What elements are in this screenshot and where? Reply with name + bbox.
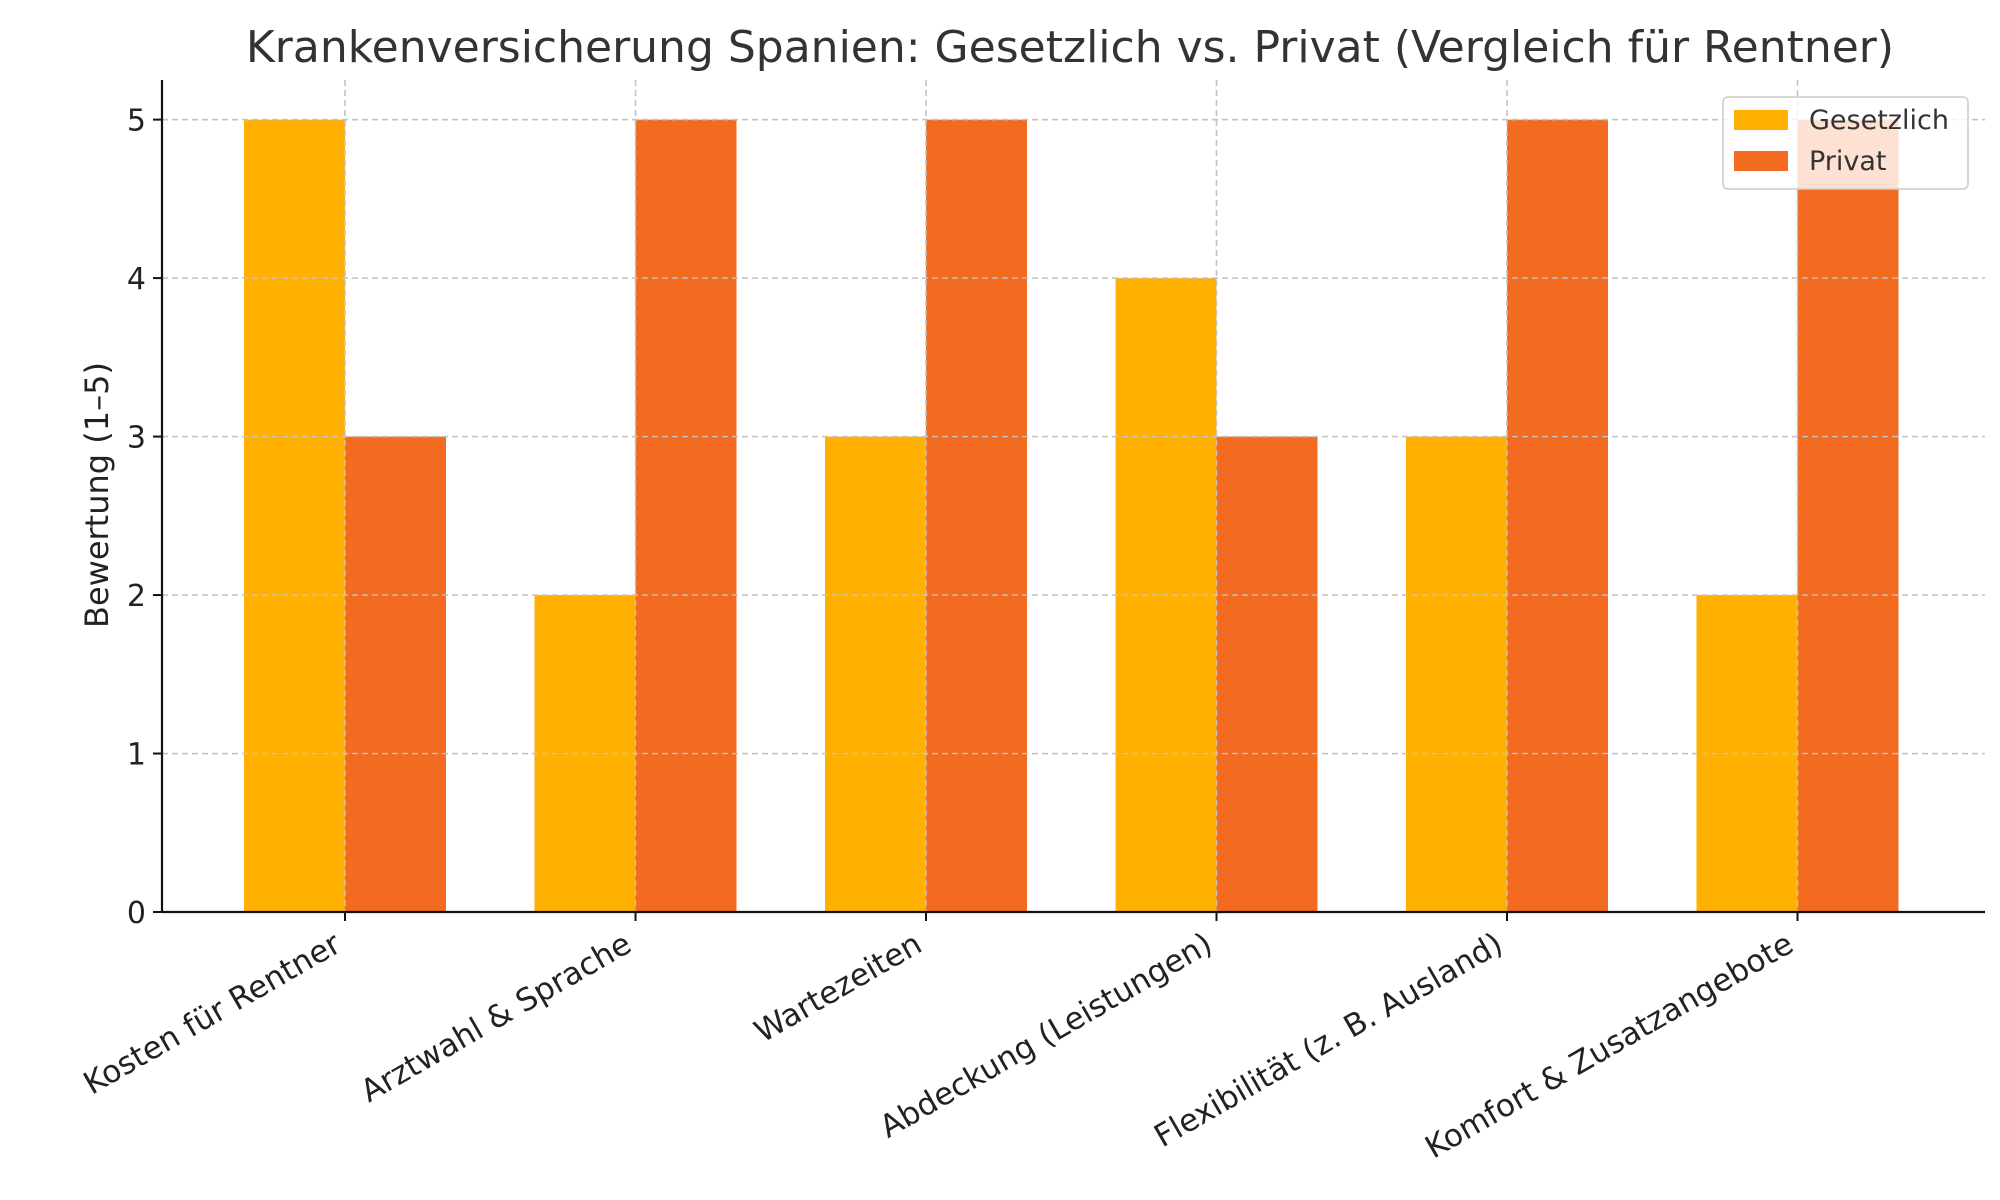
bar-privat-1	[635, 119, 737, 913]
x-tick-labels: Kosten für Rentner Arztwahl & Sprache Wart…	[78, 912, 1800, 1166]
bar-gesetzlich-2	[825, 436, 926, 912]
legend-swatch-gesetzlich	[1734, 110, 1788, 130]
y-tick-label: 3	[127, 421, 146, 456]
x-tick-label: Wartezeiten	[748, 926, 928, 1050]
x-tick-label: Arztwahl & Sprache	[355, 926, 638, 1110]
bar-privat-0	[345, 436, 446, 912]
y-tick-label: 2	[127, 579, 146, 614]
bars-layer	[162, 80, 1985, 913]
y-tick-label: 0	[127, 896, 146, 931]
x-tick-label: Kosten für Rentner	[78, 926, 348, 1102]
bar-gesetzlich-4	[1406, 436, 1507, 912]
legend: Gesetzlich Privat	[1722, 96, 1969, 190]
bar-privat-4	[1507, 119, 1608, 913]
axes-layer	[160, 80, 1985, 914]
y-tick-labels: 0 1 2 3 4 5	[127, 104, 162, 931]
bar-privat-5	[1797, 119, 1899, 913]
bar-privat-2	[926, 119, 1027, 913]
legend-swatch-privat	[1734, 151, 1788, 171]
bar-privat-3	[1216, 436, 1318, 912]
y-tick-label: 1	[127, 738, 146, 773]
legend-label-privat: Privat	[1809, 146, 1887, 177]
bar-gesetzlich-0	[244, 119, 345, 913]
y-tick-label: 5	[127, 104, 146, 139]
y-tick-label: 4	[127, 262, 146, 297]
legend-label-gesetzlich: Gesetzlich	[1809, 105, 1949, 136]
y-axis-label: Bewertung (1–5)	[78, 362, 116, 628]
chart-title: Krankenversicherung Spanien: Gesetzlich …	[246, 22, 1894, 73]
